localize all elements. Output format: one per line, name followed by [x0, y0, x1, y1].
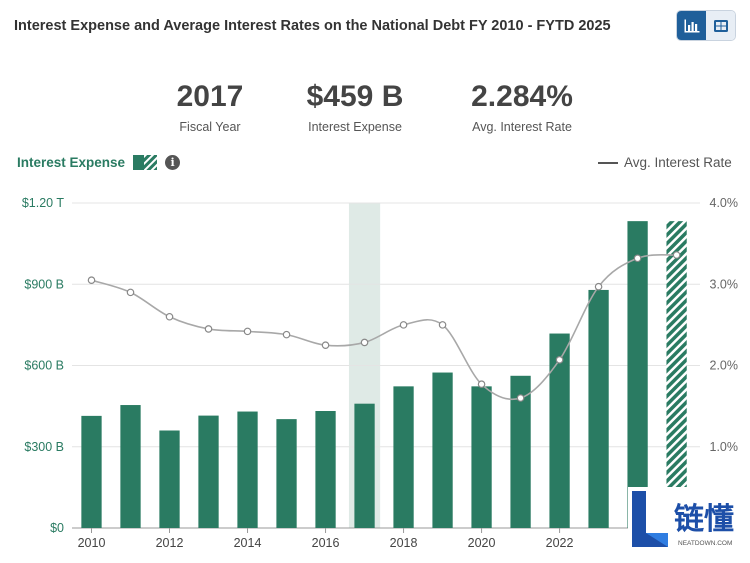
y-right-tick-label: 4.0% [710, 196, 739, 210]
bar-2021[interactable] [510, 375, 531, 528]
view-toggle [676, 10, 736, 41]
bar-2018[interactable] [393, 386, 414, 528]
rate-point-2021[interactable] [516, 394, 525, 402]
rate-point-2014[interactable] [243, 327, 252, 336]
legend-interest-expense: Interest Expense i [17, 155, 181, 170]
bar-2014[interactable] [237, 411, 258, 528]
rate-point-2017[interactable] [360, 338, 369, 347]
rate-point-2022[interactable] [555, 356, 564, 364]
rate-point-2023[interactable] [594, 282, 603, 291]
bar-2016[interactable] [315, 411, 336, 528]
y-right-tick-label: 3.0% [710, 277, 739, 291]
stat-interest-expense-label: Interest Expense [308, 120, 402, 134]
y-left-tick-label: $600 B [24, 359, 64, 373]
table-view-button[interactable] [706, 11, 735, 40]
logo-text: 链懂 [674, 502, 734, 537]
bar-2023[interactable] [588, 289, 609, 528]
bar-chart-icon [684, 19, 699, 32]
stat-avg-rate-label: Avg. Interest Rate [472, 120, 572, 134]
rate-point-2013[interactable] [204, 325, 213, 333]
rate-point-2015[interactable] [282, 330, 291, 339]
y-left-tick-label: $0 [50, 521, 64, 535]
info-icon[interactable]: i [165, 155, 181, 170]
bar-2010[interactable] [81, 415, 102, 528]
legend-avg-rate: Avg. Interest Rate [598, 155, 732, 170]
bar-2024[interactable] [627, 221, 648, 529]
bar-2015[interactable] [276, 419, 297, 528]
x-tick-label: 2012 [156, 536, 184, 550]
stat-avg-rate-value: 2.284% [471, 80, 573, 113]
logo-mark-icon: 链懂 NEATDOWN.COM [632, 491, 734, 547]
y-right-tick-label: 2.0% [710, 359, 739, 373]
legend-bars-label: Interest Expense [17, 155, 126, 170]
table-icon [713, 19, 728, 32]
chart-view-button[interactable] [677, 11, 706, 40]
bar-2020[interactable] [471, 386, 492, 528]
stat-fiscal-year-value: 2017 [176, 80, 244, 113]
chart-title: Interest Expense and Average Interest Ra… [14, 18, 611, 34]
y-left-tick-label: $1.20 T [22, 196, 65, 210]
bar-2022[interactable] [549, 333, 570, 528]
bar-2017[interactable] [354, 403, 375, 528]
rate-point-2011[interactable] [126, 288, 135, 297]
rate-point-2024[interactable] [633, 254, 642, 263]
neatdown-logo: 链懂 NEATDOWN.COM [628, 487, 750, 558]
rate-point-2019[interactable] [438, 321, 447, 329]
bar-2025[interactable] [666, 221, 687, 529]
logo-subtext: NEATDOWN.COM [678, 540, 732, 547]
stat-interest-expense: $459 B Interest Expense [290, 80, 420, 134]
x-tick-label: 2014 [234, 536, 262, 550]
legend-hatch-swatch [133, 155, 158, 170]
x-tick-label: 2010 [78, 536, 106, 550]
rate-point-2025[interactable] [672, 251, 681, 259]
rate-point-2012[interactable] [165, 312, 174, 321]
avg-rate-line [91, 254, 677, 401]
bar-2011[interactable] [120, 405, 141, 528]
x-tick-label: 2022 [546, 536, 574, 550]
bar-2019[interactable] [432, 372, 453, 528]
y-left-tick-label: $900 B [24, 277, 64, 291]
legend-line-label: Avg. Interest Rate [624, 155, 732, 170]
rate-point-2020[interactable] [477, 380, 486, 388]
stat-fiscal-year-label: Fiscal Year [179, 120, 241, 134]
x-tick-label: 2020 [468, 536, 496, 550]
rate-point-2018[interactable] [399, 321, 408, 329]
bar-2013[interactable] [198, 415, 219, 528]
rate-point-2010[interactable] [87, 276, 96, 284]
x-tick-label: 2018 [390, 536, 418, 550]
stat-avg-rate: 2.284% Avg. Interest Rate [452, 80, 592, 134]
y-left-tick-label: $300 B [24, 440, 64, 454]
bar-2012[interactable] [159, 430, 180, 529]
x-tick-label: 2016 [312, 536, 340, 550]
y-right-tick-label: 1.0% [710, 440, 739, 454]
stat-interest-expense-value: $459 B [306, 80, 404, 113]
stat-fiscal-year: 2017 Fiscal Year [160, 80, 260, 134]
legend-line-swatch [598, 161, 618, 164]
rate-point-2016[interactable] [321, 341, 330, 349]
